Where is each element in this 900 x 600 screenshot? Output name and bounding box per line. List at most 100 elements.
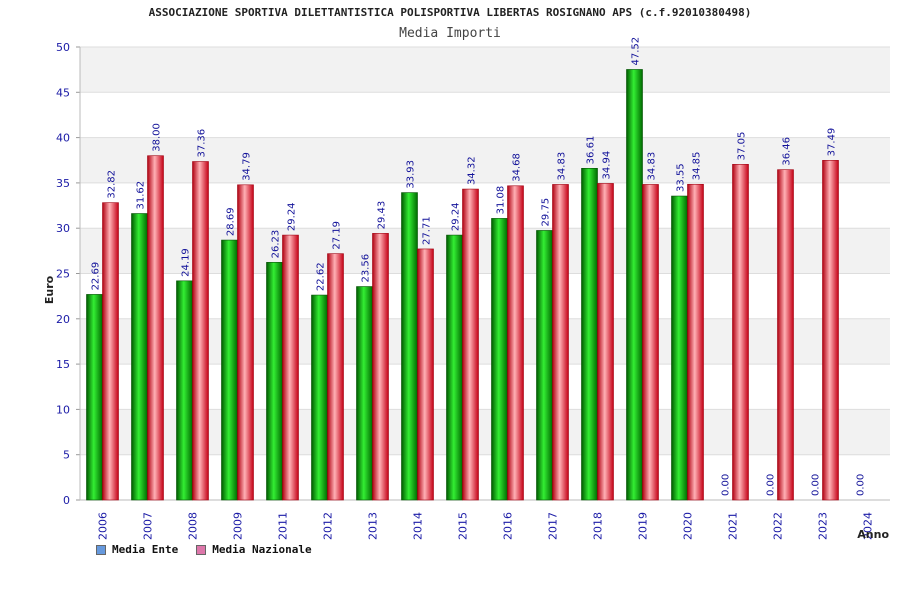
bar-media-nazionale: [102, 202, 119, 501]
bar-media-nazionale: [732, 164, 749, 501]
bar-media-ente: [491, 218, 508, 501]
data-label: 37.36: [197, 129, 208, 158]
x-tick-label: 2008: [187, 512, 200, 540]
bar-media-nazionale: [507, 185, 524, 501]
x-tick-label: 2007: [142, 512, 155, 540]
grid-band: [80, 273, 890, 319]
grid-band: [80, 182, 890, 229]
data-label: 0.00: [811, 474, 822, 496]
x-tick-label: 2019: [637, 512, 650, 540]
data-label: 29.43: [377, 201, 388, 230]
y-tick-label: 15: [56, 358, 70, 371]
y-axis-label: Euro: [43, 275, 56, 304]
legend-swatch-media-nazionale: [196, 544, 207, 555]
bar-media-ente: [581, 168, 598, 501]
data-label: 36.46: [782, 137, 793, 166]
bar-media-nazionale: [687, 183, 704, 501]
data-label: 31.08: [496, 186, 507, 215]
grid-band: [80, 47, 890, 93]
data-label: 34.68: [512, 153, 523, 182]
data-label: 37.49: [827, 128, 838, 157]
grid-band: [80, 92, 890, 138]
grid-band: [80, 454, 890, 500]
data-label: 29.24: [287, 202, 298, 231]
y-tick-label: 10: [56, 403, 70, 416]
bar-media-ente: [671, 195, 688, 501]
data-label: 33.93: [406, 160, 417, 189]
grid-band: [80, 318, 890, 365]
data-label: 0.00: [766, 474, 777, 496]
bar-media-ente: [86, 294, 103, 501]
x-tick-label: 2006: [97, 512, 110, 540]
x-tick-label: 2017: [547, 512, 560, 540]
bar-media-ente: [221, 239, 238, 501]
data-label: 26.23: [271, 230, 282, 259]
bar-media-ente: [176, 280, 193, 501]
data-label: 34.94: [602, 151, 613, 180]
x-tick-label: 2022: [772, 512, 785, 540]
data-label: 38.00: [152, 123, 163, 152]
bar-media-ente: [266, 262, 283, 501]
bar-media-nazionale: [237, 184, 254, 501]
y-tick-label: 0: [63, 494, 70, 507]
x-tick-label: 2024: [862, 512, 875, 540]
y-tick-label: 25: [56, 268, 70, 281]
bar-media-nazionale: [777, 169, 794, 501]
data-label: 36.61: [586, 136, 597, 165]
grid-band: [80, 137, 890, 183]
data-label: 34.83: [647, 152, 658, 181]
legend-item-media-ente: Media Ente: [96, 543, 178, 556]
y-tick-label: 5: [63, 449, 70, 462]
data-label: 34.32: [467, 156, 478, 185]
x-tick-label: 2021: [727, 512, 740, 540]
grid-band: [80, 409, 890, 455]
y-tick-label: 35: [56, 177, 70, 190]
bar-media-ente: [131, 213, 148, 501]
bar-media-nazionale: [327, 253, 344, 501]
x-tick-label: 2013: [367, 512, 380, 540]
data-label: 34.83: [557, 152, 568, 181]
bar-media-nazionale: [192, 161, 209, 501]
x-tick-label: 2012: [322, 512, 335, 540]
chart-subtitle: Media Importi: [399, 26, 501, 41]
chart-title: ASSOCIAZIONE SPORTIVA DILETTANTISTICA PO…: [148, 6, 752, 19]
data-label: 0.00: [721, 474, 732, 496]
grid-band: [80, 228, 890, 274]
bar-media-ente: [401, 192, 418, 501]
data-label: 34.85: [692, 152, 703, 181]
bar-media-nazionale: [552, 184, 569, 501]
data-label: 37.05: [737, 132, 748, 161]
y-tick-label: 20: [56, 313, 70, 326]
bar-media-nazionale: [642, 184, 659, 501]
data-label: 22.62: [316, 262, 327, 291]
data-label: 28.69: [226, 207, 237, 236]
x-tick-label: 2023: [817, 512, 830, 540]
x-tick-label: 2011: [277, 512, 290, 540]
y-tick-label: 40: [56, 132, 70, 145]
y-tick-label: 30: [56, 222, 70, 235]
bar-media-ente: [536, 230, 553, 501]
y-tick-label: 45: [56, 86, 70, 99]
data-label: 24.19: [181, 248, 192, 277]
data-label: 31.62: [136, 181, 147, 210]
x-tick-label: 2015: [457, 512, 470, 540]
bar-media-ente: [356, 286, 373, 501]
bar-media-ente: [626, 69, 643, 501]
bar-media-nazionale: [282, 234, 299, 501]
bar-media-ente: [446, 234, 463, 501]
x-axis-label: Anno: [857, 528, 889, 541]
data-label: 0.00: [856, 474, 867, 496]
x-tick-label: 2009: [232, 512, 245, 540]
data-label: 29.75: [541, 198, 552, 227]
legend-label-media-nazionale: Media Nazionale: [212, 543, 312, 556]
bar-media-nazionale: [147, 155, 164, 501]
bar-media-nazionale: [372, 233, 389, 501]
data-label: 22.69: [91, 262, 102, 291]
legend-item-media-nazionale: Media Nazionale: [196, 543, 312, 556]
legend-label-media-ente: Media Ente: [112, 543, 179, 556]
data-label: 33.55: [676, 163, 687, 192]
data-label: 23.56: [361, 254, 372, 283]
bar-media-ente: [311, 294, 328, 501]
data-label: 34.79: [242, 152, 253, 181]
